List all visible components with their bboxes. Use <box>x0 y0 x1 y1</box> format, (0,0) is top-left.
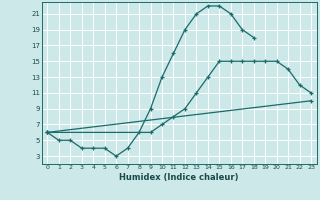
X-axis label: Humidex (Indice chaleur): Humidex (Indice chaleur) <box>119 173 239 182</box>
